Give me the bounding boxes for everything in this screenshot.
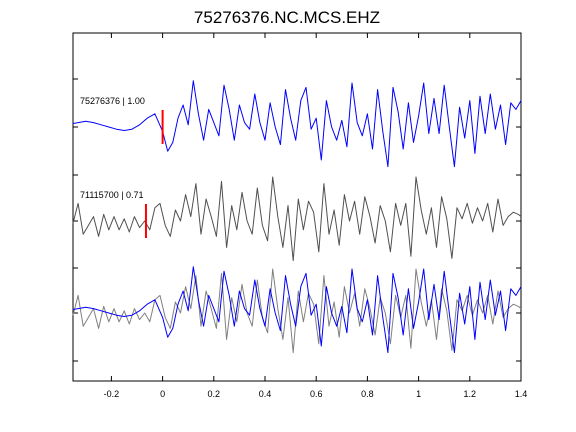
pick-markers: [144, 110, 164, 238]
chart-title: 75276376.NC.MCS.EHZ: [194, 8, 380, 27]
traces: [72, 80, 522, 354]
trace-label: 71115700 | 0.71: [80, 190, 144, 200]
x-tick-label: 0.6: [310, 389, 323, 399]
trace-label: 75276376 | 1.00: [80, 96, 145, 106]
x-tick-label: 1.4: [515, 389, 528, 399]
trace-overlay-secondary: [72, 268, 522, 354]
x-tick-label: 1.2: [464, 389, 477, 399]
x-tick-label: 0.2: [208, 389, 221, 399]
x-tick-label: 1: [416, 389, 421, 399]
y-axis-ticks: [73, 78, 521, 362]
trace-overlay-primary: [72, 266, 522, 354]
x-tick-label: -0.2: [104, 389, 120, 399]
x-tick-label: 0: [160, 389, 165, 399]
x-axis-ticks: -0.2 0 0.2 0.4 0.6 0.8 1 1.2 1.4: [104, 33, 528, 399]
plot-frame: [72, 32, 522, 382]
trace-secondary: [72, 176, 522, 262]
x-tick-label: 0.8: [361, 389, 374, 399]
trace-labels: 75276376 | 1.00 71115700 | 0.71: [80, 96, 145, 200]
trace-primary: [72, 80, 522, 168]
x-tick-label: 0.4: [259, 389, 272, 399]
